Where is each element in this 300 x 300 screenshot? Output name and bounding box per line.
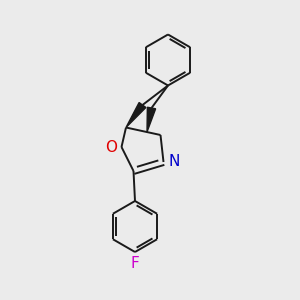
Text: O: O: [105, 140, 117, 154]
Polygon shape: [126, 103, 146, 128]
Polygon shape: [147, 107, 156, 132]
Text: N: N: [168, 154, 179, 169]
Text: F: F: [130, 256, 140, 271]
